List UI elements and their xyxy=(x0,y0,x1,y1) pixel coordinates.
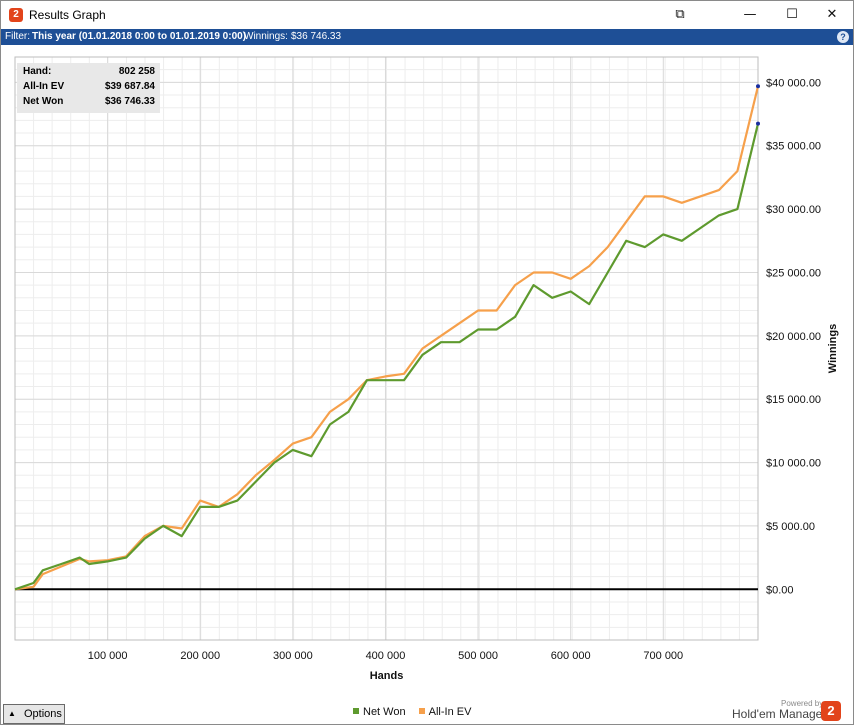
options-button[interactable]: ▲ Options xyxy=(3,704,65,724)
net-won-line[interactable] xyxy=(14,123,760,591)
y-tick-label: $5 000.00 xyxy=(766,521,815,533)
help-icon[interactable]: ? xyxy=(837,31,849,43)
legend-net-won-label: Net Won xyxy=(363,706,406,718)
restore-window-button[interactable]: ⧉ xyxy=(657,1,703,29)
plot-frame xyxy=(14,56,759,641)
close-button[interactable]: ✕ xyxy=(809,1,854,29)
legend-allin-ev-swatch xyxy=(418,708,425,714)
chart-legend: Net Won All-In EV xyxy=(353,706,481,720)
x-axis-title: Hands xyxy=(370,670,404,682)
minimize-button[interactable]: — xyxy=(727,1,773,29)
window-title: Results Graph xyxy=(29,8,106,22)
allin-ev-end-marker xyxy=(756,84,760,89)
x-tick-label: 100 000 xyxy=(88,650,128,662)
y-tick-label: $0.00 xyxy=(766,584,794,596)
allin-ev-line[interactable] xyxy=(14,86,760,591)
winnings-value: $36 746.33 xyxy=(291,31,342,42)
restore-icon: ⧉ xyxy=(675,7,685,22)
legend-allin-ev-label: All-In EV xyxy=(428,706,472,718)
title-bar: 2 Results Graph ⧉ — ☐ ✕ xyxy=(1,1,853,29)
filter-label: Filter: xyxy=(5,31,30,42)
y-tick-label: $10 000.00 xyxy=(766,458,821,470)
filter-bar[interactable]: Filter: This year (01.01.2018 0:00 to 01… xyxy=(1,29,853,45)
y-tick-label: $40 000.00 xyxy=(766,77,821,89)
y-tick-label: $20 000.00 xyxy=(766,331,821,343)
summary-box: Hand: 802 258 All-In EV $39 687.84 Net W… xyxy=(17,63,160,113)
y-axis-title: Winnings xyxy=(827,324,839,373)
allin-ev-value: $39 687.84 xyxy=(104,81,155,92)
close-icon: ✕ xyxy=(826,7,838,22)
options-label: Options xyxy=(24,708,62,720)
net-won-value: $36 746.33 xyxy=(104,96,155,107)
maximize-button[interactable]: ☐ xyxy=(769,1,815,29)
results-chart[interactable]: 100 000 200 000 300 000 400 000 500 000 600 0… xyxy=(1,45,853,695)
y-tick-label: $25 000.00 xyxy=(766,267,821,279)
y-tick-label: $30 000.00 xyxy=(766,204,821,216)
legend-net-won[interactable]: Net Won xyxy=(353,706,406,718)
hands-value: 802 258 xyxy=(118,66,155,77)
summary-allin-row: All-In EV $39 687.84 xyxy=(23,81,157,96)
summary-hands-row: Hand: 802 258 xyxy=(23,66,157,81)
x-tick-label: 200 000 xyxy=(180,650,220,662)
x-tick-label: 600 000 xyxy=(551,650,591,662)
legend-allin-ev[interactable]: All-In EV xyxy=(418,706,472,718)
x-tick-label: 400 000 xyxy=(366,650,406,662)
filter-value: This year (01.01.2018 0:00 to 01.01.2019… xyxy=(32,31,247,42)
x-tick-label: 300 000 xyxy=(273,650,313,662)
legend-net-won-swatch xyxy=(353,708,359,714)
hands-label: Hand: xyxy=(23,66,52,77)
minimize-icon: — xyxy=(743,7,757,22)
net-won-label: Net Won xyxy=(23,96,64,107)
net-won-end-marker xyxy=(756,121,760,126)
summary-net-row: Net Won $36 746.33 xyxy=(23,96,157,111)
collapse-arrow-icon: ▲ xyxy=(8,709,16,718)
x-tick-label: 700 000 xyxy=(643,650,683,662)
y-tick-label: $15 000.00 xyxy=(766,394,821,406)
brand-logo-icon: 2 xyxy=(821,701,841,721)
winnings-label: Winnings: xyxy=(244,31,288,42)
powered-by-text: Powered by xyxy=(781,699,824,708)
x-tick-label: 500 000 xyxy=(458,650,498,662)
app-logo-icon: 2 xyxy=(9,8,23,22)
brand-name: Hold'em Manager xyxy=(732,707,827,721)
allin-ev-label: All-In EV xyxy=(23,81,65,92)
maximize-icon: ☐ xyxy=(786,7,798,22)
y-tick-label: $35 000.00 xyxy=(766,141,821,153)
